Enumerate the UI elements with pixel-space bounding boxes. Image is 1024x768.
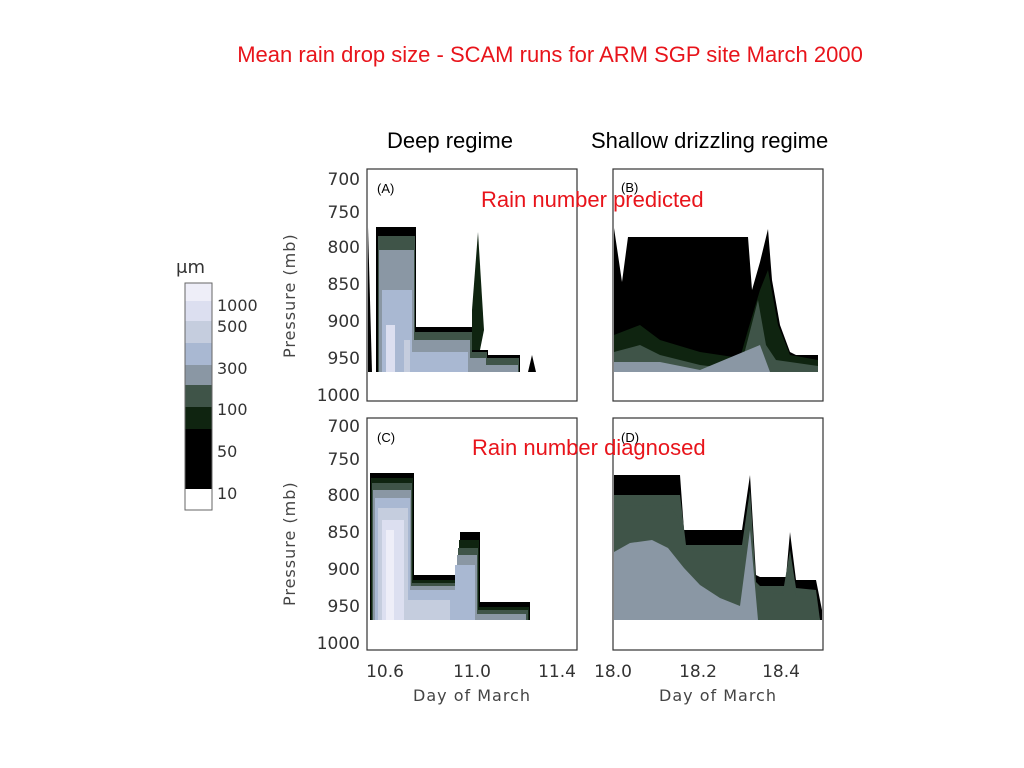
y-tick-label: 700 [328, 170, 360, 190]
colorbar-label: 300 [217, 359, 248, 378]
colorbar-band [185, 489, 212, 510]
y-tick-label: 850 [328, 275, 360, 295]
contour-fill [528, 355, 536, 372]
colorbar-band [185, 283, 212, 301]
y-tick-label: 950 [328, 597, 360, 617]
panel-a: (A) [366, 168, 578, 402]
row-label-top: Rain number predicted [481, 187, 704, 212]
panel-c: (C) [366, 417, 578, 651]
x-tick-label: 18.0 [594, 662, 632, 682]
colorbar-band [185, 429, 212, 489]
colorbar-band [185, 301, 212, 321]
x-tick-label: 11.4 [538, 662, 576, 682]
contour-fill [404, 340, 410, 372]
x-tick-label: 10.6 [366, 662, 404, 682]
y-axis-title: Pressure (mb) [280, 233, 299, 358]
y-tick-label: 850 [328, 523, 360, 543]
y-tick-label: 900 [328, 560, 360, 580]
contour-fill [614, 530, 758, 620]
x-axis-title: Day of March [413, 686, 531, 705]
y-axis-bottom: 700 750 800 850 900 950 1000 Pressure (m… [280, 417, 360, 654]
contour-fill [373, 490, 526, 620]
y-tick-label: 950 [328, 349, 360, 369]
column-header-deep: Deep regime [387, 128, 513, 153]
y-axis-top: 700 750 800 850 900 950 1000 Pressure (m… [280, 170, 360, 406]
colorbar-label: 50 [217, 442, 237, 461]
x-axis-title: Day of March [659, 686, 777, 705]
contour-fill [386, 325, 395, 372]
column-header-shallow: Shallow drizzling regime [591, 128, 829, 153]
y-tick-label: 800 [328, 486, 360, 506]
y-tick-label: 700 [328, 417, 360, 437]
contour-fill [614, 300, 818, 372]
colorbar-label: 10 [217, 484, 237, 503]
y-tick-label: 750 [328, 450, 360, 470]
panel-label: (B) [621, 180, 638, 195]
colorbar-label: 1000 [217, 296, 258, 315]
panel-b: (B) [612, 168, 824, 402]
y-axis-title: Pressure (mb) [280, 481, 299, 606]
panel-frame [612, 168, 824, 402]
contour-fill [379, 250, 518, 372]
colorbar-band [185, 321, 212, 343]
colorbar-band [185, 343, 212, 365]
x-tick-label: 11.0 [453, 662, 491, 682]
panel-label: (A) [377, 181, 394, 196]
x-axis-right: 18.0 18.2 18.4 Day of March [594, 662, 800, 705]
contour-fill [368, 227, 372, 372]
panel-d: (D) [612, 417, 824, 651]
contour-fill [382, 290, 468, 372]
contour-fill [614, 345, 770, 372]
colorbar-frame [184, 282, 213, 511]
y-tick-label: 750 [328, 203, 360, 223]
colorbar-band [185, 407, 212, 429]
colorbar-unit: μm [176, 257, 205, 278]
y-tick-label: 1000 [317, 386, 360, 406]
panel-frame [366, 417, 578, 651]
panel-frame [612, 417, 824, 651]
colorbar: μm 1000 500 300 100 50 10 [176, 257, 258, 511]
page-title: Mean rain drop size - SCAM runs for ARM … [237, 42, 863, 67]
panel-frame [366, 168, 578, 402]
x-axis-left: 10.6 11.0 11.4 Day of March [366, 662, 576, 705]
colorbar-band [185, 365, 212, 385]
panel-label: (C) [377, 430, 395, 445]
y-tick-label: 1000 [317, 634, 360, 654]
contour-fill [386, 530, 394, 620]
colorbar-label: 100 [217, 400, 248, 419]
x-tick-label: 18.2 [679, 662, 717, 682]
row-label-bottom: Rain number diagnosed [472, 435, 706, 460]
y-tick-label: 900 [328, 312, 360, 332]
x-tick-label: 18.4 [762, 662, 800, 682]
y-tick-label: 800 [328, 238, 360, 258]
contour-fill [472, 232, 484, 350]
colorbar-band [185, 385, 212, 407]
colorbar-label: 500 [217, 317, 248, 336]
panel-label: (D) [621, 430, 639, 445]
